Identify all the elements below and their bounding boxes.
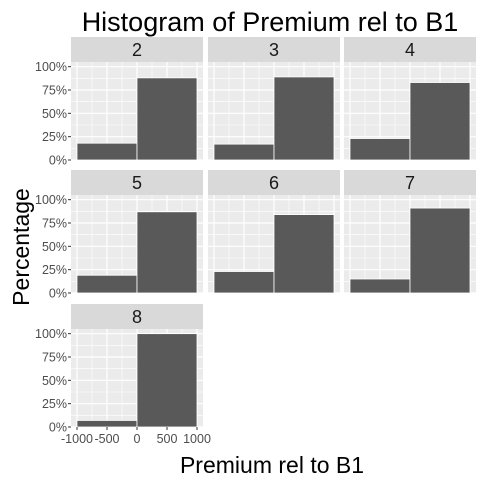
- y-tick-label: 100%: [35, 60, 67, 74]
- histogram-bar: [136, 77, 198, 161]
- chart-title: Histogram of Premium rel to B1: [82, 7, 459, 37]
- facet-strip: [71, 304, 203, 329]
- y-tick-label: 0%: [49, 421, 67, 435]
- histogram-bar: [273, 214, 335, 294]
- y-tick-label: 0%: [49, 154, 67, 168]
- y-tick-label: 50%: [42, 107, 67, 121]
- histogram-bar: [76, 420, 138, 428]
- x-tick-label: 1000: [183, 432, 211, 446]
- y-tick-label: 25%: [42, 397, 67, 411]
- x-tick-label: 500: [157, 432, 178, 446]
- y-tick-label: 0%: [49, 287, 67, 301]
- facet-strip: [344, 37, 476, 62]
- facet-strip: [208, 37, 340, 62]
- histogram-bar: [213, 143, 275, 161]
- facet-panel-2: 2 0% 25% 50% 75% 100%: [35, 37, 203, 168]
- y-tick-label: 25%: [42, 130, 67, 144]
- facet-strip-label: 3: [269, 40, 279, 60]
- facet-strip-label: 2: [132, 40, 142, 60]
- x-tick-label: -1000: [61, 432, 93, 446]
- histogram-bar: [76, 274, 138, 294]
- histogram-bar: [76, 142, 138, 161]
- y-tick-label: 25%: [42, 263, 67, 277]
- facet-strip: [71, 37, 203, 62]
- histogram-bar: [136, 211, 198, 294]
- y-tick-label: 50%: [42, 374, 67, 388]
- facet-panel-8: 8 0% 25% 50% 75% 100% -1000 -500 0 500 1000: [35, 304, 211, 446]
- y-tick-label: 100%: [35, 327, 67, 341]
- facet-panels: 20%25%50%75%100%3 450%25%50%75%100%6 780%2…: [35, 37, 476, 446]
- histogram-bar: [409, 207, 471, 294]
- histogram-bar: [409, 82, 471, 161]
- histogram-bar: [273, 76, 335, 161]
- facet-strip-label: 4: [405, 40, 415, 60]
- facet-strip-label: 7: [405, 173, 415, 193]
- y-tick-label: 100%: [35, 193, 67, 207]
- histogram-bar: [213, 271, 275, 294]
- facet-strip-label: 6: [269, 173, 279, 193]
- y-axis-title: Percentage: [8, 188, 34, 306]
- facet-panel-4: 4: [344, 37, 476, 161]
- facet-strip: [344, 170, 476, 195]
- y-tick-label: 75%: [42, 351, 67, 365]
- facet-panel-6: 6: [208, 170, 340, 294]
- x-tick-label: -500: [94, 432, 119, 446]
- y-tick-label: 75%: [42, 84, 67, 98]
- y-tick-label: 75%: [42, 217, 67, 231]
- x-axis-title: Premium rel to B1: [180, 452, 364, 478]
- facet-panel-5: 50%25%50%75%100%: [35, 170, 203, 301]
- y-tick-label: 50%: [42, 240, 67, 254]
- facet-strip-label: 8: [132, 307, 142, 327]
- facet-strip: [208, 170, 340, 195]
- facet-panel-7: 7: [344, 170, 476, 294]
- histogram-bar: [349, 278, 411, 294]
- facet-strip-label: 5: [132, 173, 142, 193]
- histogram-bar: [136, 333, 198, 428]
- histogram-bar: [349, 138, 411, 161]
- x-tick-label: 0: [134, 432, 141, 446]
- facet-strip: [71, 170, 203, 195]
- facet-panel-3: 3: [208, 37, 340, 161]
